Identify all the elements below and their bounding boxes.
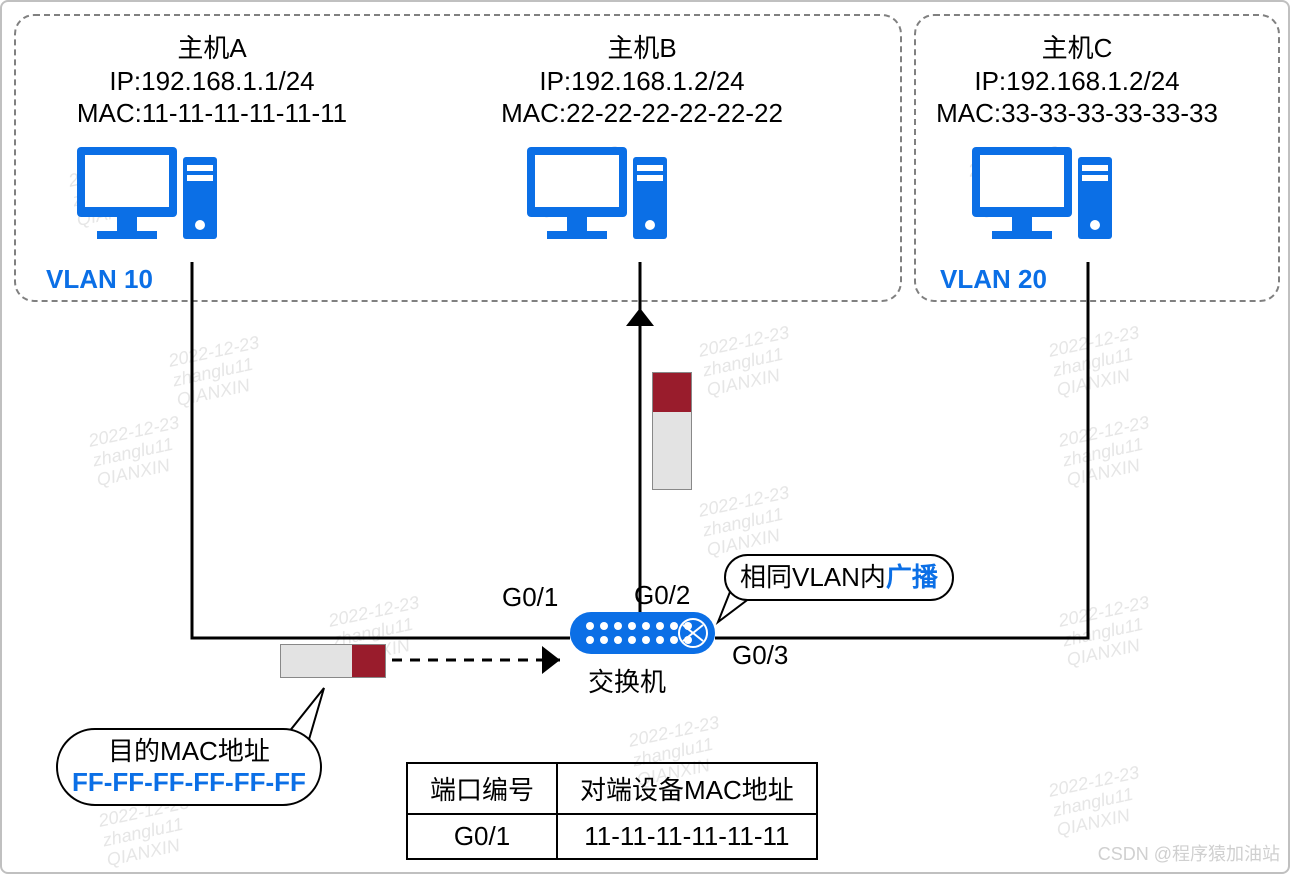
host-c-name: 主机C (872, 32, 1282, 65)
attribution-text: CSDN @程序猿加油站 (1098, 840, 1280, 866)
host-b-ip: IP:192.168.1.2/24 (422, 65, 862, 98)
host-c-block: 主机C IP:192.168.1.2/24 MAC:33-33-33-33-33… (872, 32, 1282, 130)
broadcast-bubble: 相同VLAN内广播 (724, 554, 954, 601)
host-b-name: 主机B (422, 32, 862, 65)
host-b-mac: MAC:22-22-22-22-22-22 (422, 97, 862, 130)
port-g02-label: G0/2 (634, 580, 690, 611)
col-port: 端口编号 (407, 763, 557, 814)
diagram-canvas: 2022-12-23zhanglu11QIANXIN2022-12-23zhan… (0, 0, 1290, 874)
dest-mac-line1: 目的MAC地址 (72, 736, 306, 767)
packet-to-b (652, 372, 692, 490)
mac-address-table: 端口编号 对端设备MAC地址 G0/1 11-11-11-11-11-11 (406, 762, 818, 860)
host-c-mac: MAC:33-33-33-33-33-33 (872, 97, 1282, 130)
host-a-mac: MAC:11-11-11-11-11-11 (22, 97, 402, 130)
cell-port: G0/1 (407, 814, 557, 859)
broadcast-text-a: 相同VLAN内 (740, 562, 886, 592)
packet-from-a (280, 644, 386, 678)
host-c-ip: IP:192.168.1.2/24 (872, 65, 1282, 98)
vlan10-label: VLAN 10 (46, 264, 153, 295)
host-a-ip: IP:192.168.1.1/24 (22, 65, 402, 98)
dest-mac-line2: FF-FF-FF-FF-FF-FF (72, 767, 306, 798)
table-header-row: 端口编号 对端设备MAC地址 (407, 763, 817, 814)
col-mac: 对端设备MAC地址 (557, 763, 817, 814)
port-g03-label: G0/3 (732, 640, 788, 671)
host-a-name: 主机A (22, 32, 402, 65)
port-g01-label: G0/1 (502, 582, 558, 613)
switch-label: 交换机 (588, 662, 666, 699)
host-b-block: 主机B IP:192.168.1.2/24 MAC:22-22-22-22-22… (422, 32, 862, 130)
host-a-block: 主机A IP:192.168.1.1/24 MAC:11-11-11-11-11… (22, 32, 402, 130)
table-row: G0/1 11-11-11-11-11-11 (407, 814, 817, 859)
vlan20-label: VLAN 20 (940, 264, 1047, 295)
cell-mac: 11-11-11-11-11-11 (557, 814, 817, 859)
dest-mac-bubble: 目的MAC地址 FF-FF-FF-FF-FF-FF (56, 728, 322, 806)
broadcast-text-b: 广播 (886, 562, 938, 592)
